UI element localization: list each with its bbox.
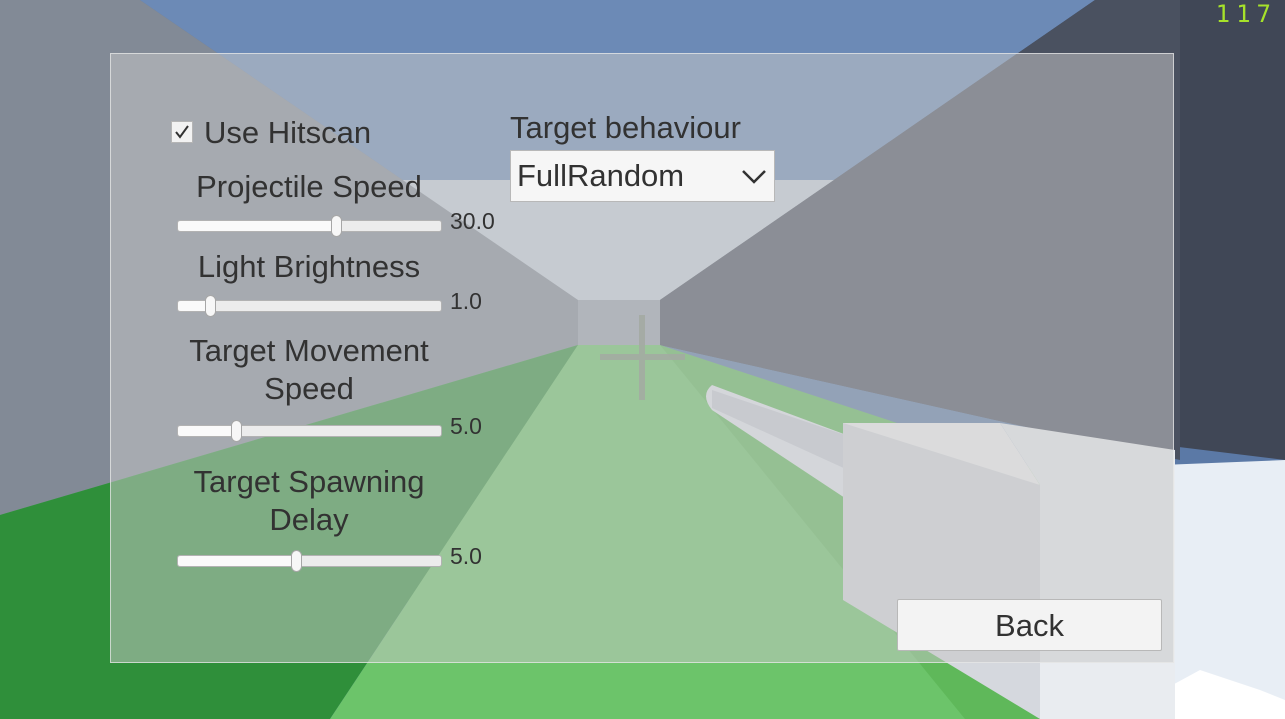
slider-fill (178, 301, 210, 311)
back-button[interactable]: Back (897, 599, 1162, 651)
slider-fill (178, 556, 297, 566)
slider-handle[interactable] (230, 420, 242, 442)
fps-counter: 117 (1215, 0, 1277, 28)
target-behaviour-dropdown[interactable]: FullRandom (510, 150, 775, 202)
projectile-speed-slider[interactable] (177, 215, 442, 237)
dropdown-selected-value: FullRandom (517, 158, 685, 193)
target-movement-speed-label: Target Movement Speed (189, 333, 429, 406)
target-spawning-delay-label: Target Spawning Delay (193, 464, 425, 537)
chevron-down-icon (742, 170, 766, 184)
slider-fill (178, 221, 336, 231)
slider-handle[interactable] (330, 215, 342, 237)
projectile-speed-value: 30.0 (450, 208, 495, 234)
light-brightness-value: 1.0 (450, 288, 482, 314)
projectile-speed-label: Projectile Speed (196, 169, 422, 204)
slider-handle[interactable] (204, 295, 216, 317)
light-brightness-label: Light Brightness (197, 249, 421, 284)
use-hitscan-checkbox[interactable] (171, 121, 193, 143)
checkmark-icon (175, 125, 189, 139)
target-movement-speed-value: 5.0 (450, 413, 482, 439)
target-movement-speed-slider[interactable] (177, 420, 442, 442)
use-hitscan-label: Use Hitscan (204, 115, 372, 150)
slider-handle[interactable] (291, 550, 303, 572)
slider-fill (178, 426, 236, 436)
light-brightness-slider[interactable] (177, 295, 442, 317)
settings-panel: Use Hitscan Target behaviour FullRandom … (110, 53, 1174, 663)
target-behaviour-label: Target behaviour (510, 110, 741, 145)
target-spawning-delay-value: 5.0 (450, 543, 482, 569)
target-spawning-delay-slider[interactable] (177, 550, 442, 572)
